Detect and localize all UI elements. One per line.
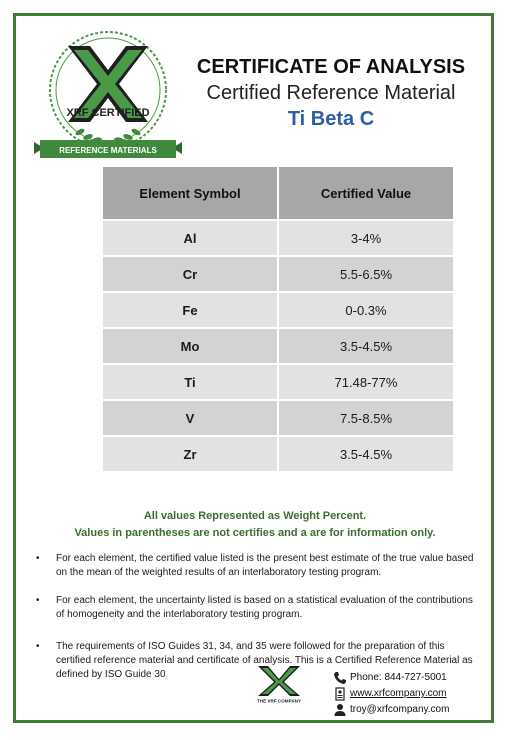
weight-percent-notes: All values Represented as Weight Percent… (40, 508, 470, 542)
statement-text: For each element, the uncertainty listed… (56, 595, 473, 620)
column-header-certified-value: Certified Value (278, 167, 453, 220)
page-border (13, 13, 494, 723)
table-row: Ti 71.48-77% (103, 363, 453, 400)
product-name: Ti Beta C (287, 108, 375, 130)
list-item: • For each element, the certified value … (36, 552, 476, 580)
element-symbol: Cr (103, 255, 279, 292)
phone-text: Phone: 844-727-5001 (350, 672, 447, 683)
company-logo-text: THE XRF COMPANY (257, 699, 301, 704)
id-badge-icon (335, 687, 345, 701)
element-symbol: Ti (103, 363, 279, 400)
table-row: Zr 3.5-4.5% (103, 435, 453, 471)
contact-info: Phone: 844-727-5001 www.xrfcompany.com t… (330, 670, 449, 718)
certified-value: 3.5-4.5% (278, 435, 453, 471)
element-symbol: V (103, 399, 279, 436)
element-symbol: Mo (103, 327, 279, 364)
table-row: Fe 0-0.3% (103, 291, 453, 328)
statement-text: The requirements of ISO Guides 31, 34, a… (56, 641, 473, 680)
table-row: Cr 5.5-6.5% (103, 255, 453, 292)
bullet-dot: • (36, 595, 40, 606)
email-text[interactable]: troy@xrfcompany.com (350, 704, 450, 715)
logo-badge-text: XRF CERTIFIED (66, 107, 149, 119)
website-link[interactable]: www.xrfcompany.com (350, 688, 447, 699)
certified-value: 71.48-77% (278, 363, 453, 400)
certified-value: 5.5-6.5% (278, 255, 453, 292)
table-row: Mo 3.5-4.5% (103, 327, 453, 364)
title-block: CERTIFICATE OF ANALYSIS Certified Refere… (186, 54, 476, 132)
person-icon (334, 704, 346, 716)
column-header-element-symbol: Element Symbol (103, 167, 279, 220)
certificate-title: CERTIFICATE OF ANALYSIS (196, 56, 466, 78)
table-row: V 7.5-8.5% (103, 399, 453, 436)
website-row: www.xrfcompany.com (330, 686, 449, 702)
certified-value: 3.5-4.5% (278, 327, 453, 364)
phone-icon (334, 672, 346, 684)
list-item: • The requirements of ISO Guides 31, 34,… (36, 640, 476, 682)
table-header-row: Element Symbol Certified Value (103, 167, 453, 220)
statement-text: For each element, the certified value li… (56, 553, 474, 578)
certificate-subtitle: Certified Reference Material (206, 82, 456, 104)
note-line-2: Values in parentheses are not certifies … (74, 527, 436, 539)
logo-ribbon-text: REFERENCE MATERIALS (59, 146, 157, 155)
certified-value: 7.5-8.5% (278, 399, 453, 436)
element-symbol: Al (103, 219, 279, 256)
element-symbol: Fe (103, 291, 279, 328)
certified-value: 3-4% (278, 219, 453, 256)
element-symbol: Zr (103, 435, 279, 471)
phone-row: Phone: 844-727-5001 (330, 670, 449, 686)
email-row: troy@xrfcompany.com (330, 702, 449, 718)
certified-value: 0-0.3% (278, 291, 453, 328)
company-logo: THE XRF COMPANY (257, 666, 301, 704)
table-row: Al 3-4% (103, 219, 453, 256)
bullet-dot: • (36, 641, 40, 652)
bullet-dot: • (36, 553, 40, 564)
list-item: • For each element, the uncertainty list… (36, 594, 476, 622)
note-line-1: All values Represented as Weight Percent… (143, 510, 367, 522)
xrf-certified-logo: XRF CERTIFIED REFERENCE MATERIALS (34, 31, 182, 158)
certified-values-table: Element Symbol Certified Value Al 3-4% C… (103, 167, 453, 471)
certificate-statements: • For each element, the certified value … (36, 552, 476, 682)
